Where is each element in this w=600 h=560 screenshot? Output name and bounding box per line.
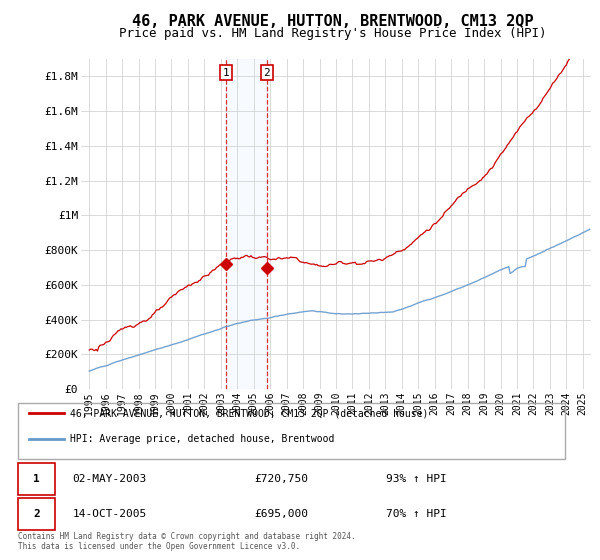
Text: 2: 2 xyxy=(263,68,270,78)
Text: 1: 1 xyxy=(34,474,40,484)
Bar xyxy=(18,498,55,530)
Bar xyxy=(226,59,267,389)
Text: 46, PARK AVENUE, HUTTON, BRENTWOOD, CM13 2QP: 46, PARK AVENUE, HUTTON, BRENTWOOD, CM13… xyxy=(132,14,534,29)
Text: £720,750: £720,750 xyxy=(254,474,308,484)
Text: 46, PARK AVENUE, HUTTON, BRENTWOOD, CM13 2QP (detached house): 46, PARK AVENUE, HUTTON, BRENTWOOD, CM13… xyxy=(70,408,428,418)
Text: HPI: Average price, detached house, Brentwood: HPI: Average price, detached house, Bren… xyxy=(70,435,334,445)
Text: 1: 1 xyxy=(223,68,230,78)
Text: £695,000: £695,000 xyxy=(254,508,308,519)
Text: 70% ↑ HPI: 70% ↑ HPI xyxy=(386,508,447,519)
Text: 14-OCT-2005: 14-OCT-2005 xyxy=(73,508,147,519)
Text: 2: 2 xyxy=(34,508,40,519)
Text: Price paid vs. HM Land Registry's House Price Index (HPI): Price paid vs. HM Land Registry's House … xyxy=(119,27,547,40)
Text: 93% ↑ HPI: 93% ↑ HPI xyxy=(386,474,447,484)
Bar xyxy=(18,403,565,459)
Text: 02-MAY-2003: 02-MAY-2003 xyxy=(73,474,147,484)
Text: Contains HM Land Registry data © Crown copyright and database right 2024.
This d: Contains HM Land Registry data © Crown c… xyxy=(18,532,355,551)
Bar xyxy=(18,464,55,496)
